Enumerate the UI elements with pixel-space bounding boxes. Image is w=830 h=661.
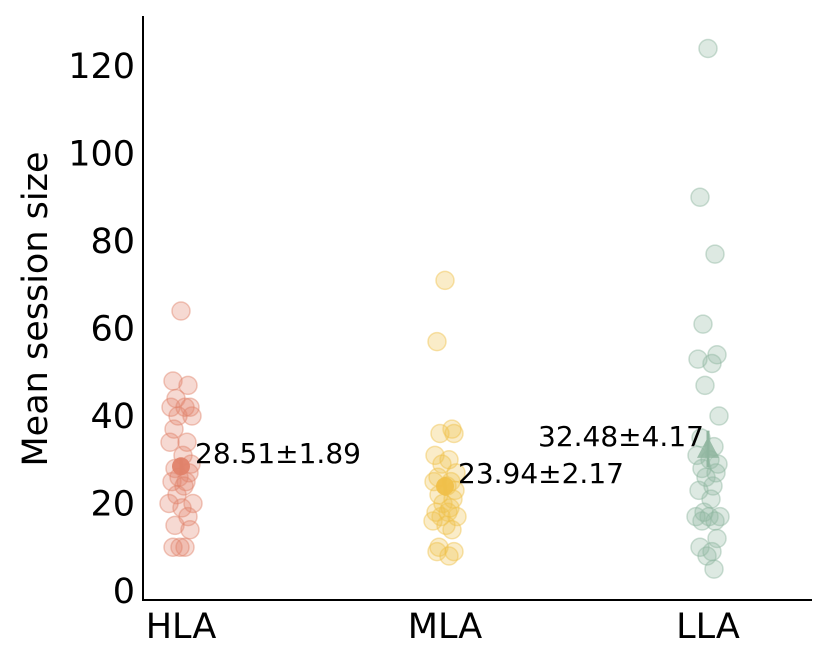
data-point: [704, 559, 724, 579]
data-point: [423, 511, 443, 531]
y-tick-label: 100: [68, 135, 135, 175]
data-point: [688, 349, 708, 369]
data-point: [705, 511, 725, 531]
data-point: [690, 187, 710, 207]
data-point: [175, 537, 195, 557]
data-point: [431, 506, 451, 527]
data-point: [162, 471, 182, 492]
y-axis-title: Mean session size: [16, 151, 56, 466]
data-point: [178, 506, 198, 527]
data-point: [442, 520, 462, 540]
data-point: [165, 515, 185, 536]
data-point: [689, 480, 709, 501]
mla-mean-label: 23.94±2.17: [458, 457, 624, 490]
data-point: [438, 502, 458, 522]
y-tick-label: 60: [90, 310, 135, 350]
data-point: [164, 419, 184, 439]
data-point: [177, 432, 197, 452]
hla-mean-label: 28.51±1.89: [195, 437, 361, 470]
data-point: [706, 463, 726, 483]
data-point: [710, 506, 730, 527]
data-point: [702, 353, 722, 374]
data-point: [427, 541, 447, 562]
data-point: [435, 270, 455, 291]
data-point: [429, 537, 449, 557]
data-point: [159, 493, 179, 514]
data-point: [707, 528, 727, 549]
data-point: [425, 445, 445, 466]
data-point: [446, 463, 466, 483]
data-point: [447, 506, 467, 527]
data-point: [440, 498, 460, 518]
y-tick-label: 40: [90, 397, 135, 437]
data-point: [697, 546, 717, 566]
data-point: [701, 489, 721, 509]
data-point: [167, 485, 187, 505]
data-point: [439, 546, 459, 566]
data-point: [444, 541, 464, 562]
ticks-layer: 0 20 40 60 80 100 120 HLA MLA LLA: [68, 47, 740, 647]
data-point: [694, 502, 714, 522]
data-point: [430, 423, 450, 444]
y-tick-label: 80: [90, 222, 135, 262]
data-point: [703, 476, 723, 496]
data-point: [432, 454, 452, 474]
data-point: [163, 371, 183, 391]
data-point: [439, 450, 459, 470]
data-point: [699, 506, 719, 527]
data-point: [183, 493, 203, 514]
data-point: [705, 244, 725, 264]
x-tick-label: MLA: [408, 607, 483, 647]
data-point: [686, 506, 706, 527]
means-layer: [172, 430, 719, 496]
points-layer: [159, 38, 730, 579]
data-point: [178, 375, 198, 396]
data-point: [690, 537, 710, 557]
data-point: [171, 301, 191, 321]
data-point: [175, 397, 195, 417]
data-point: [426, 502, 446, 522]
data-point: [174, 476, 194, 496]
x-tick-label: LLA: [676, 607, 740, 647]
data-point: [180, 520, 200, 540]
data-point: [163, 537, 183, 557]
data-point: [182, 406, 202, 426]
y-tick-label: 20: [90, 485, 135, 525]
y-tick-label: 0: [113, 572, 135, 612]
y-tick-label: 120: [68, 47, 135, 87]
data-point: [692, 511, 712, 531]
data-point: [695, 375, 715, 396]
data-point: [160, 432, 180, 452]
data-point: [172, 498, 192, 518]
data-point: [180, 397, 200, 417]
data-point: [702, 541, 722, 562]
lla-mean-label: 32.48±4.17: [538, 420, 704, 453]
data-point: [709, 406, 729, 426]
data-point: [696, 467, 716, 487]
data-point: [698, 38, 718, 59]
data-point: [442, 419, 462, 439]
data-point: [444, 423, 464, 444]
data-point: [427, 331, 447, 352]
x-tick-label: HLA: [146, 607, 217, 647]
data-point: [168, 406, 188, 426]
data-point: [161, 397, 181, 417]
data-point: [436, 515, 456, 536]
data-point: [693, 314, 713, 334]
data-point: [166, 388, 186, 409]
data-point: [170, 537, 190, 557]
data-point: [707, 345, 727, 365]
